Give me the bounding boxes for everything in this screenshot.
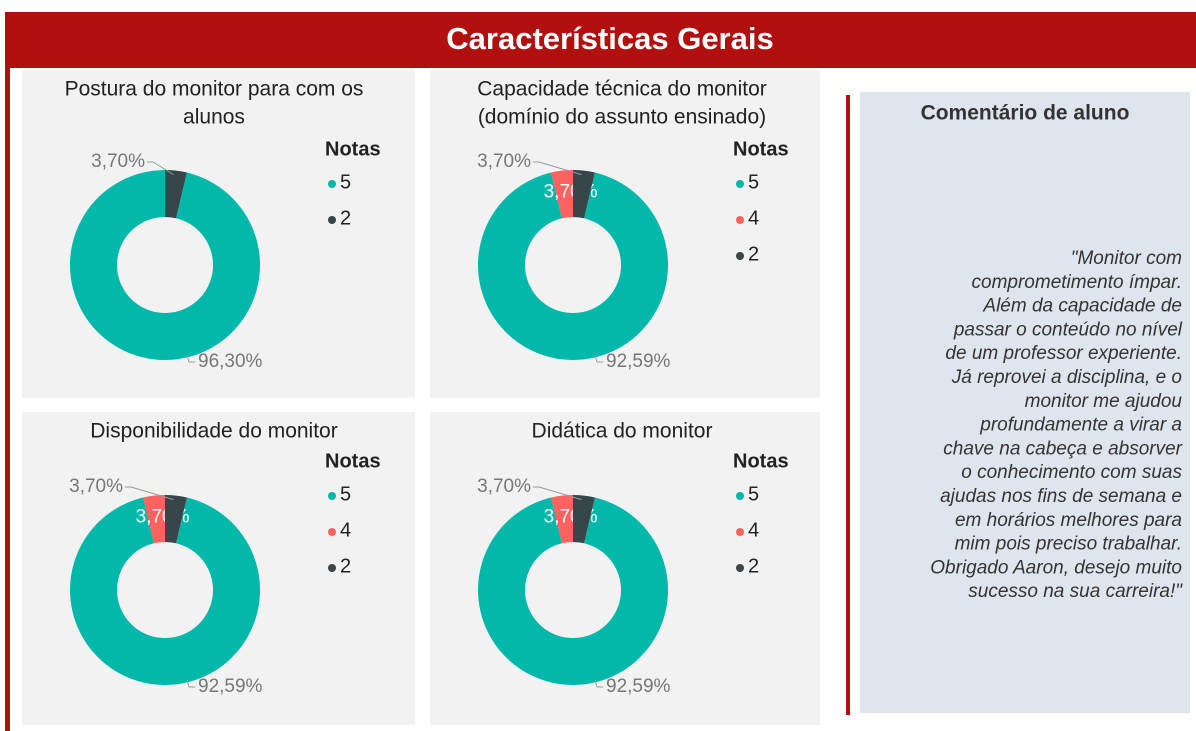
comment-line: ajudas nos fins de semana e xyxy=(940,486,1182,507)
legend-label: 5 xyxy=(340,483,351,505)
legend-label: 2 xyxy=(340,207,351,229)
donut-slice xyxy=(551,170,573,219)
legend-title: Notas xyxy=(325,450,381,472)
data-label: 3,70% xyxy=(91,151,145,172)
data-label: 92,59% xyxy=(606,676,671,697)
comment-line: passar o conteúdo no nível xyxy=(953,319,1183,340)
donut-slice xyxy=(143,495,165,544)
leader-line xyxy=(533,161,582,176)
legend-dot xyxy=(736,180,744,188)
donut-slice xyxy=(69,170,260,361)
legend-label: 4 xyxy=(748,519,759,541)
header-title: Características Gerais xyxy=(446,21,773,56)
legend-dot xyxy=(328,180,336,188)
chart-title: Capacidade técnica do monitor xyxy=(477,78,767,101)
legend-label: 4 xyxy=(340,519,351,541)
comment-line: mim pois preciso trabalhar. xyxy=(955,534,1182,555)
comment-line: o conhecimento com suas xyxy=(961,462,1182,483)
comment-line: sucesso na sua carreira!" xyxy=(968,581,1183,602)
data-label: 3,70% xyxy=(477,151,531,172)
legend-title: Notas xyxy=(733,138,789,160)
comment-line: monitor me ajudou xyxy=(1025,391,1183,412)
comment-line: "Monitor com xyxy=(1071,248,1182,269)
donut-slice xyxy=(477,172,669,360)
comment-box xyxy=(860,92,1190,713)
chart-title: Disponibilidade do monitor xyxy=(90,420,337,443)
legend-dot xyxy=(736,528,744,536)
divider xyxy=(846,95,850,715)
legend-dot xyxy=(736,252,744,260)
header-bar xyxy=(5,12,1196,68)
leader-line xyxy=(594,679,603,688)
comment-line: Além da capacidade de xyxy=(982,296,1182,317)
legend-title: Notas xyxy=(733,450,789,472)
leader-line xyxy=(594,354,603,363)
chart-title: (domínio do assunto ensinado) xyxy=(478,106,766,129)
legend-label: 2 xyxy=(748,555,759,577)
comment-line: em horários melhores para xyxy=(955,510,1182,531)
donut-slice xyxy=(165,170,187,219)
comment-line: profundamente a virar a xyxy=(979,415,1182,436)
comment-line: Obrigado Aaron, desejo muito xyxy=(930,557,1182,578)
leader-line xyxy=(147,161,174,176)
data-label: 96,30% xyxy=(198,351,263,372)
comment-line: comprometimento ímpar. xyxy=(972,272,1182,293)
comment-line: Já reprovei a disciplina, e o xyxy=(951,367,1182,388)
donut-slice xyxy=(573,495,595,544)
legend-dot xyxy=(736,564,744,572)
comment-line: chave na cabeça e absorver xyxy=(943,438,1182,459)
legend-dot xyxy=(328,564,336,572)
data-label: 92,59% xyxy=(606,351,671,372)
legend-dot xyxy=(328,528,336,536)
legend-dot xyxy=(736,216,744,224)
legend-title: Notas xyxy=(325,138,381,160)
donut-slice xyxy=(477,497,669,685)
data-label: 92,59% xyxy=(198,676,263,697)
legend-label: 5 xyxy=(748,483,759,505)
left-border xyxy=(5,12,10,731)
legend-label: 5 xyxy=(340,171,351,193)
legend-dot xyxy=(328,216,336,224)
donut-slice xyxy=(573,170,595,219)
leader-line xyxy=(533,486,582,501)
comment-line: de um professor experiente. xyxy=(945,343,1182,364)
chart-title: Didática do monitor xyxy=(532,420,713,443)
comment-title: Comentário de aluno xyxy=(921,102,1130,125)
legend-label: 2 xyxy=(748,243,759,265)
chart-title: alunos xyxy=(183,106,245,129)
leader-line xyxy=(186,354,195,363)
legend-label: 2 xyxy=(340,555,351,577)
leader-line xyxy=(186,679,195,688)
chart-title: Postura do monitor para com os xyxy=(65,78,364,101)
legend-dot xyxy=(328,492,336,500)
legend-dot xyxy=(736,492,744,500)
data-label: 3,70% xyxy=(477,476,531,497)
donut-slice xyxy=(551,495,573,544)
legend-label: 4 xyxy=(748,207,759,229)
legend-label: 5 xyxy=(748,171,759,193)
donut-slice xyxy=(70,497,261,685)
donut-slice xyxy=(165,495,187,544)
leader-line xyxy=(125,486,174,501)
data-label: 3,70% xyxy=(69,476,123,497)
